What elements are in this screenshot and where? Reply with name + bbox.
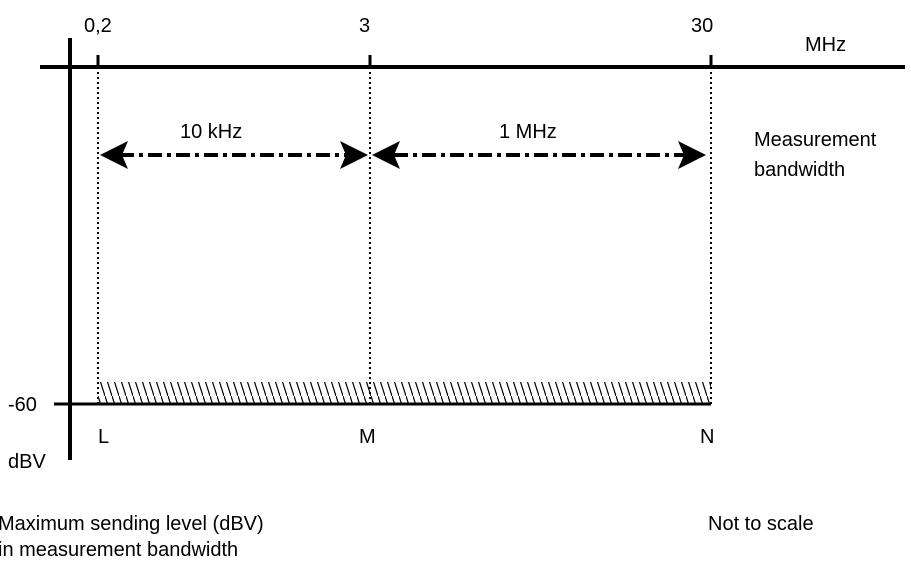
freq-label-3: 3 — [359, 15, 370, 37]
caption-line2: in measurement bandwidth — [0, 539, 238, 561]
scale-note: Not to scale — [708, 513, 814, 535]
hatched-limit-band — [98, 382, 711, 404]
freq-label-30: 30 — [691, 15, 713, 37]
freq-unit-label: MHz — [805, 34, 846, 56]
level-unit-label: dBV — [8, 451, 46, 473]
point-label-l: L — [98, 426, 109, 448]
span-10khz-label: 10 kHz — [180, 121, 242, 143]
arrowhead-right-1mhz — [678, 141, 706, 169]
caption-line1: Maximum sending level (dBV) — [0, 513, 264, 535]
arrowhead-left-10khz — [100, 141, 128, 169]
point-label-n: N — [700, 426, 714, 448]
bandwidth-label-line1: Measurement — [754, 129, 877, 151]
span-1mhz-label: 1 MHz — [499, 121, 557, 143]
bandwidth-label-line2: bandwidth — [754, 159, 845, 181]
point-label-m: M — [359, 426, 376, 448]
level-tick-label: -60 — [8, 394, 37, 416]
arrowhead-right-10khz — [340, 141, 368, 169]
arrowhead-left-1mhz — [372, 141, 400, 169]
freq-label-02: 0,2 — [84, 15, 112, 37]
